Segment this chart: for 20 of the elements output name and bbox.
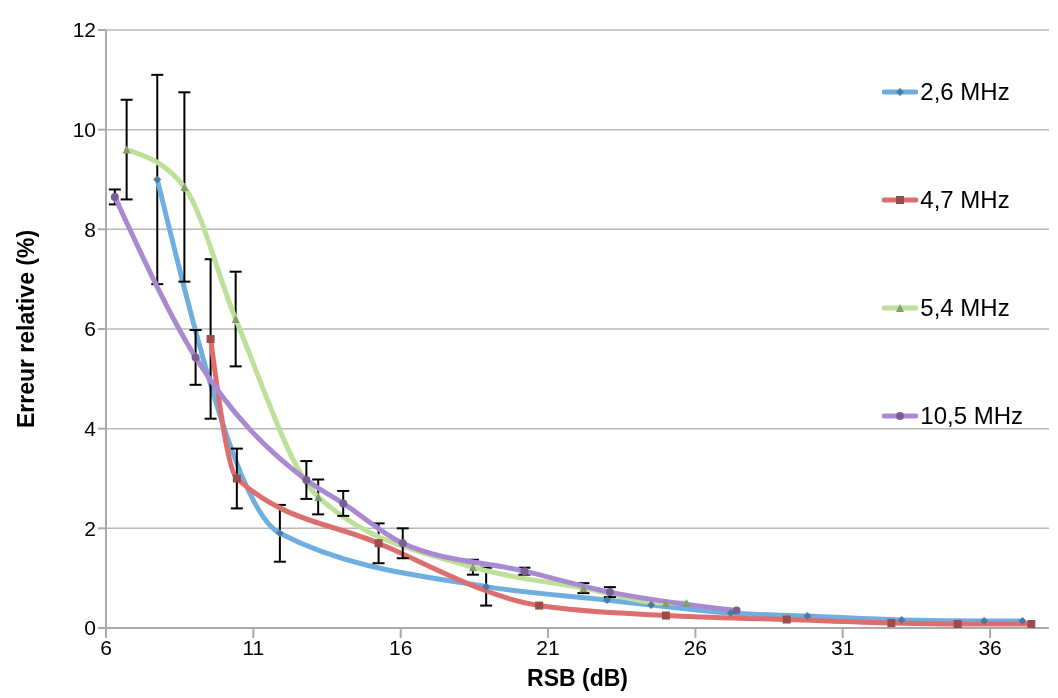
y-tick-label: 4	[84, 417, 97, 441]
y-tick-label: 12	[72, 18, 96, 42]
x-tick-label: 11	[242, 635, 265, 659]
legend-label: 2,6 MHz	[920, 78, 1010, 106]
x-tick-label: 31	[831, 635, 855, 659]
y-tick-label: 6	[84, 317, 96, 341]
x-tick-label: 6	[100, 635, 112, 659]
y-tick-label: 8	[84, 217, 96, 241]
x-tick-label: 21	[536, 635, 560, 659]
legend-label: 10,5 MHz	[920, 402, 1023, 430]
y-tick-label: 2	[84, 516, 96, 540]
y-tick-label: 0	[84, 616, 96, 640]
x-tick-label: 36	[978, 635, 1002, 659]
x-tick-label: 16	[389, 635, 413, 659]
y-tick-label: 10	[72, 118, 96, 142]
y-axis-title: Erreur relative (%)	[13, 229, 40, 429]
x-tick-label: 26	[683, 635, 708, 659]
legend-label: 4,7 MHz	[920, 186, 1010, 214]
x-axis-title: RSB (dB)	[527, 665, 628, 691]
legend-label: 5,4 MHz	[920, 294, 1010, 322]
